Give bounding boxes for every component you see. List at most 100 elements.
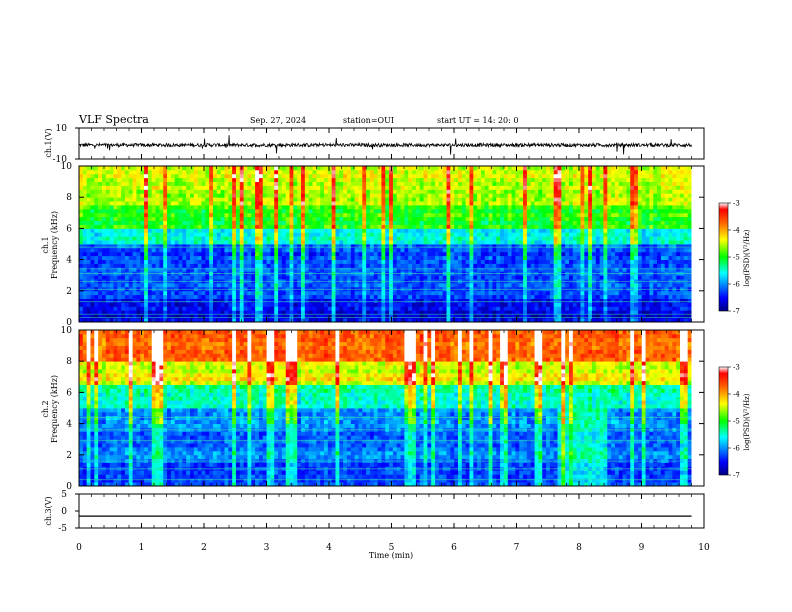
- spectrogram-cell: [595, 302, 601, 307]
- spectrogram-cell: [281, 224, 287, 229]
- spectrogram-cell: [324, 208, 329, 214]
- spectrogram-cell: [182, 263, 187, 268]
- spectrogram-cell: [389, 302, 394, 307]
- spectrogram-cell: [526, 212, 532, 218]
- spectrogram-cell: [484, 247, 490, 253]
- spectrogram-cell: [136, 205, 141, 210]
- spectrogram-cell: [128, 318, 133, 323]
- spectrogram-cell: [362, 240, 367, 245]
- spectrogram-cell: [423, 259, 428, 264]
- spectrogram-cell: [477, 208, 482, 214]
- spectrogram-cell: [630, 240, 635, 245]
- spectrogram-cell: [408, 244, 413, 249]
- spectrogram-cell: [255, 208, 260, 214]
- spectrogram-cell: [190, 259, 195, 264]
- spectrogram-cell: [258, 208, 264, 214]
- spectrogram-cell: [79, 216, 84, 221]
- spectrogram-cell: [94, 224, 99, 229]
- spectrogram-cell: [427, 208, 432, 214]
- spectrogram-cell: [519, 255, 524, 260]
- spectrogram-cell: [664, 314, 669, 319]
- spectrogram-cell: [255, 310, 260, 315]
- spectrogram-cell: [672, 236, 677, 241]
- spectrogram-cell: [484, 306, 490, 311]
- spectrogram-cell: [159, 263, 164, 268]
- spectrogram-cell: [251, 208, 256, 214]
- spectrogram-cell: [178, 267, 183, 272]
- spectrogram-cell: [538, 220, 543, 225]
- spectrogram-cell: [297, 224, 302, 229]
- spectrogram-cell: [144, 224, 149, 229]
- spectrogram-cell: [262, 205, 267, 210]
- spectrogram-cell: [362, 247, 367, 253]
- spectrogram-cell: [324, 247, 329, 253]
- spectrogram-cell: [557, 314, 562, 319]
- spectrogram-cell: [580, 247, 585, 253]
- spectrogram-cell: [461, 228, 467, 233]
- spectrogram-cell: [392, 255, 398, 260]
- spectrogram-cell: [79, 310, 84, 315]
- spectrogram-cell: [178, 247, 183, 253]
- spectrogram-cell: [94, 302, 99, 307]
- spectrogram-cell: [454, 247, 459, 253]
- spectrogram-cell: [301, 267, 306, 272]
- spectrogram-cell: [239, 290, 245, 296]
- spectrogram-cell: [346, 205, 352, 210]
- spectrogram-cell: [580, 205, 585, 210]
- spectrogram-cell: [124, 228, 130, 233]
- spectrogram-cell: [607, 228, 612, 233]
- spectrogram-cell: [446, 259, 451, 264]
- spectrogram-cell: [492, 310, 497, 315]
- spectrogram-cell: [140, 205, 145, 210]
- spectrogram-cell: [618, 302, 623, 307]
- spectrogram-cell: [477, 275, 482, 280]
- spectrogram-cell: [312, 290, 317, 296]
- spectrogram-cell: [304, 318, 310, 323]
- spectrogram-cell: [350, 208, 356, 214]
- spectrogram-cell: [94, 318, 99, 323]
- spectrogram-cell: [312, 228, 317, 233]
- spectrogram-cell: [446, 228, 451, 233]
- spectrogram-cell: [572, 205, 578, 210]
- spectrogram-cell: [258, 216, 264, 221]
- spectrogram-cell: [389, 294, 394, 299]
- spectrogram-cell: [308, 212, 313, 218]
- spectrogram-cell: [580, 294, 585, 299]
- spectrogram-cell: [622, 232, 627, 237]
- spectrogram-cell: [155, 306, 160, 311]
- spectrogram-cell: [454, 290, 459, 296]
- spectrogram-cell: [159, 247, 164, 253]
- spectrogram-cell: [534, 302, 539, 307]
- spectrogram-cell: [680, 290, 685, 296]
- spectrogram-cell: [331, 294, 336, 299]
- spectrogram-cell: [496, 283, 501, 288]
- spectrogram-cell: [542, 208, 547, 214]
- spectrogram-cell: [369, 212, 375, 218]
- spectrogram-cell: [258, 236, 264, 241]
- spectrogram-cell: [366, 208, 371, 214]
- spectrogram-cell: [335, 205, 340, 210]
- spectrogram-cell: [572, 302, 578, 307]
- spectrogram-cell: [101, 224, 107, 229]
- spectrogram-cell: [435, 251, 440, 257]
- spectrogram-cell: [151, 228, 156, 233]
- spectrogram-cell: [132, 283, 137, 288]
- spectrogram-cell: [672, 318, 677, 323]
- spectrogram-cell: [645, 240, 650, 245]
- spectrogram-cell: [239, 216, 245, 221]
- spectrogram-cell: [381, 298, 386, 303]
- spectrogram-cell: [243, 232, 248, 237]
- spectrogram-cell: [503, 208, 509, 214]
- spectrogram-cell: [561, 255, 566, 260]
- spectrogram-cell: [159, 228, 164, 233]
- spectrogram-cell: [235, 244, 241, 249]
- spectrogram-cell: [454, 236, 459, 241]
- spectrogram-cell: [182, 232, 187, 237]
- spectrogram-cell: [454, 283, 459, 288]
- spectrogram-cell: [239, 236, 245, 241]
- spectrogram-cell: [362, 275, 367, 280]
- spectrogram-cell: [182, 247, 187, 253]
- spectrogram-cell: [182, 228, 187, 233]
- spectrogram-cell: [132, 255, 137, 260]
- spectrogram-cell: [538, 283, 543, 288]
